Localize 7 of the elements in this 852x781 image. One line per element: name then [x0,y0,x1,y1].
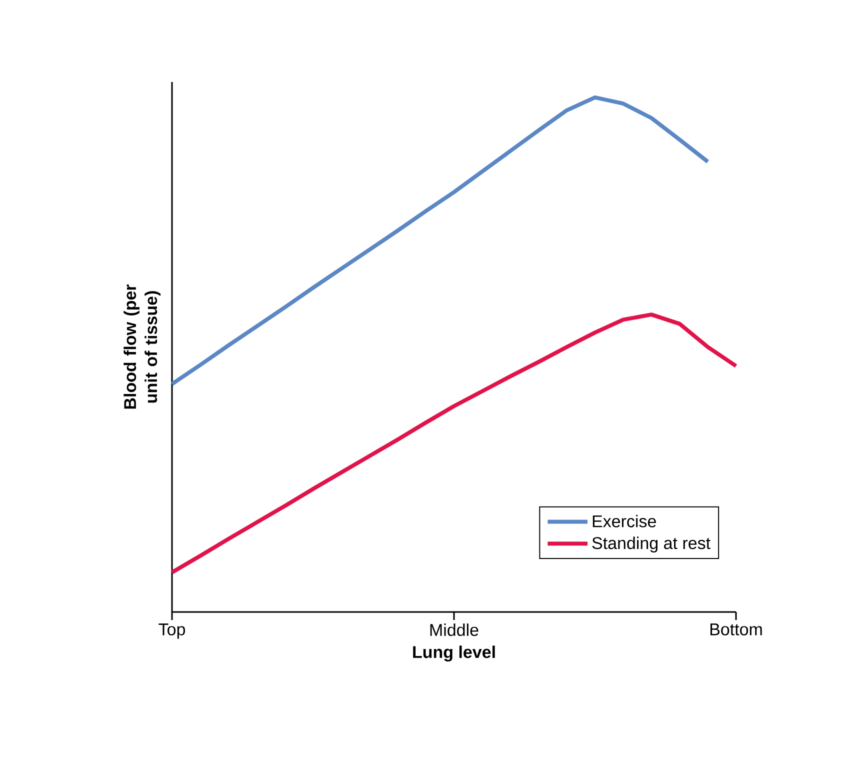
x-tick-label: Top [158,624,186,639]
legend-label: Exercise [592,514,656,528]
legend-label: Standing at rest [592,536,710,553]
x-axis-title: Lung level [413,646,495,662]
y-axis-title: Blood flow (per unit of tissue) [124,284,160,409]
x-tick-label: Middle [430,624,478,636]
x-tick-label: Bottom [710,624,762,636]
